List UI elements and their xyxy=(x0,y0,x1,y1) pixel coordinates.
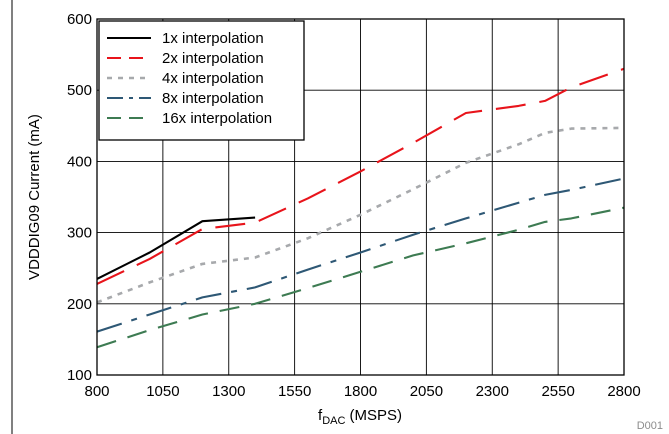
legend: 1x interpolation 2x interpolation 4x inter… xyxy=(98,20,305,141)
x-axis-label-main: f xyxy=(318,407,323,424)
legend-label-1: 1x interpolation xyxy=(162,30,264,47)
y-tick-label: 400 xyxy=(67,153,92,170)
figure-code: D001 xyxy=(637,420,663,432)
y-axis-label: VDDDIG09 Current (mA) xyxy=(26,114,43,280)
series-line-4 xyxy=(96,177,625,333)
y-tick-label: 300 xyxy=(67,225,92,242)
series-line-3 xyxy=(96,126,625,304)
legend-label-5: 16x interpolation xyxy=(162,110,272,127)
series-line-2 xyxy=(96,67,625,285)
x-tick-label: 2550 xyxy=(541,383,574,400)
series-line-5 xyxy=(96,206,625,349)
x-tick-labels: 800 1050 1300 1550 1800 2050 2300 2550 2800 xyxy=(84,383,640,400)
legend-label-2: 2x interpolation xyxy=(162,50,264,67)
y-tick-label: 200 xyxy=(67,296,92,313)
x-tick-label: 1800 xyxy=(344,383,377,400)
y-tick-label: 600 xyxy=(67,11,92,28)
x-tick-label: 2300 xyxy=(476,383,509,400)
x-tick-label: 2050 xyxy=(410,383,443,400)
x-tick-label: 800 xyxy=(84,383,109,400)
legend-label-3: 4x interpolation xyxy=(162,70,264,87)
plot-border xyxy=(96,18,625,376)
x-tick-label: 2800 xyxy=(607,383,640,400)
series-line-1 xyxy=(96,216,256,280)
legend-label-4: 8x interpolation xyxy=(162,90,264,107)
x-tick-label: 1050 xyxy=(146,383,179,400)
x-axis-label-subscript: DAC xyxy=(322,415,345,427)
y-tick-label: 500 xyxy=(67,82,92,99)
y-tick-labels: 100 200 300 400 500 600 xyxy=(67,11,92,384)
series-group xyxy=(96,67,625,349)
x-axis-label-unit: (MSPS) xyxy=(349,407,402,424)
y-tick-label: 100 xyxy=(67,367,92,384)
x-tick-label: 1550 xyxy=(278,383,311,400)
x-axis-label: fDAC (MSPS) xyxy=(318,407,402,427)
legend-box xyxy=(98,20,305,141)
x-tick-label: 1300 xyxy=(212,383,245,400)
